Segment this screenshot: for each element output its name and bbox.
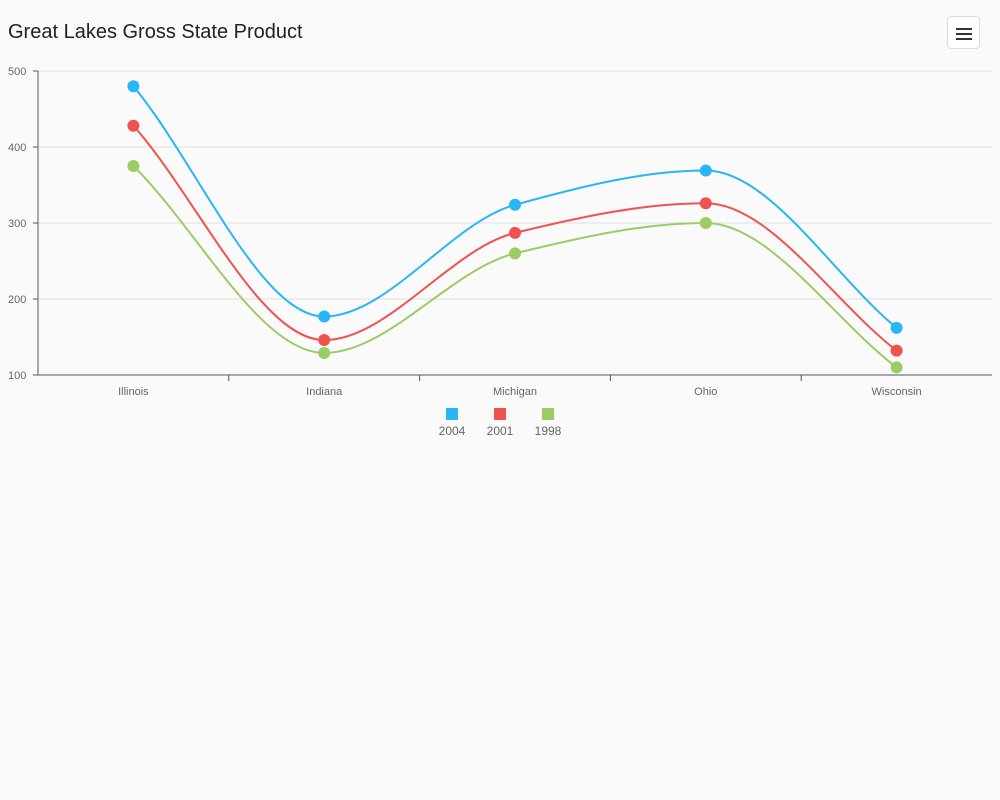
axes: 100 200 300 400 500 Illinois Indiana Michigan Oh…	[8, 66, 992, 398]
legend-item-1998[interactable]: 1998	[535, 408, 562, 438]
legend-label: 2001	[487, 424, 514, 438]
data-point-2001-michigan[interactable]	[509, 226, 521, 239]
data-point-2001-wisconsin[interactable]	[890, 344, 903, 357]
data-point-1998-wisconsin[interactable]	[890, 361, 903, 374]
data-point-2004-indiana[interactable]	[318, 310, 331, 323]
gridlines	[38, 70, 992, 300]
x-tick-label: Ohio	[694, 386, 717, 398]
y-tick-label: 200	[8, 294, 26, 306]
data-point-2004-ohio[interactable]	[699, 164, 712, 177]
data-point-1998-illinois[interactable]	[127, 160, 140, 172]
x-tick-label: Illinois	[118, 386, 149, 398]
x-tick-label: Wisconsin	[872, 386, 922, 398]
chart-title: Great Lakes Gross State Product	[8, 21, 303, 43]
x-tick-label: Michigan	[493, 386, 537, 398]
data-point-2001-indiana[interactable]	[318, 334, 331, 347]
legend[interactable]: 2004 2001 1998	[439, 408, 562, 438]
y-tick-label: 100	[8, 370, 26, 382]
data-point-1998-ohio[interactable]	[699, 217, 712, 229]
data-point-2004-michigan[interactable]	[509, 198, 521, 211]
legend-label: 1998	[535, 424, 562, 438]
data-point-2001-illinois[interactable]	[127, 119, 140, 132]
data-point-1998-michigan[interactable]	[509, 247, 521, 260]
y-tick-label: 300	[8, 218, 26, 230]
legend-swatch	[494, 408, 506, 420]
legend-item-2001[interactable]: 2001	[487, 408, 514, 438]
series-line-1998	[132, 165, 898, 369]
data-points	[127, 80, 903, 374]
legend-swatch	[542, 408, 554, 420]
menu-button[interactable]	[947, 16, 980, 49]
y-tick-label: 400	[8, 142, 26, 154]
x-tick-label: Indiana	[306, 386, 343, 398]
data-point-2004-illinois[interactable]	[127, 80, 140, 93]
series-line-2001	[132, 125, 898, 352]
data-point-2001-ohio[interactable]	[699, 197, 712, 210]
series-lines	[132, 85, 898, 369]
legend-label: 2004	[439, 424, 466, 438]
data-point-2004-wisconsin[interactable]	[890, 321, 903, 334]
y-tick-label: 500	[8, 66, 26, 78]
legend-item-2004[interactable]: 2004	[439, 408, 466, 438]
data-point-1998-indiana[interactable]	[318, 346, 331, 359]
series-line-2004	[132, 85, 898, 329]
legend-swatch	[446, 408, 458, 420]
